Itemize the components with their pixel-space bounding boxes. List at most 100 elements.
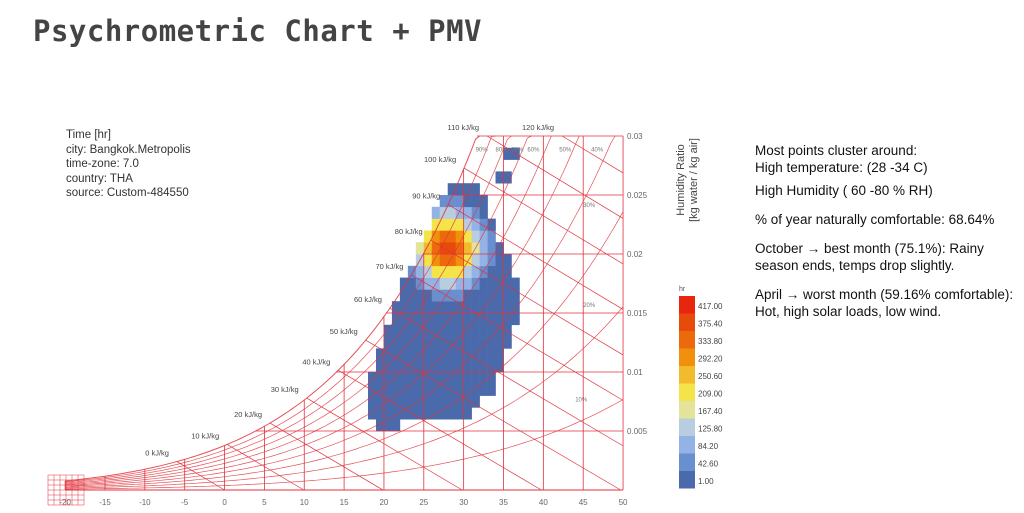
legend-label: 125.80 [698,425,723,434]
x-tick-label: -20 [59,498,71,507]
heatmap-cell [471,218,480,231]
heatmap-cell [375,372,385,385]
best-month: October → best month (75.1%): Rainy seas… [755,241,984,273]
heatmap-cell [407,360,417,373]
heatmap-cell [439,289,449,302]
heatmap-cell [439,218,449,231]
heatmap-cell [447,407,456,420]
heatmap-cell [503,254,512,267]
heatmap-cell [415,372,425,385]
heatmap-cell [511,301,520,314]
y-axis-title: Humidity Ratio[kg water / kg air] [675,138,700,222]
rh-label: 90% [476,147,489,153]
x-tick-label: 20 [379,498,388,507]
rh-label: 50% [559,147,572,153]
heatmap-cell [415,360,425,373]
heatmap-cell [431,383,441,396]
heatmap-cell [455,383,464,396]
saturation-curve [65,135,480,482]
enthalpy-label: 60 kJ/kg [354,295,382,304]
heatmap-cell [463,183,472,196]
x-tick-label: 45 [579,498,588,507]
legend-swatch [679,418,695,436]
enthalpy-line [338,369,542,491]
rh-curve [65,135,580,486]
heatmap-cell [455,395,464,408]
heatmap-cell [431,218,441,231]
heatmap-cell [407,336,417,349]
x-tick-label: -10 [139,498,151,507]
heatmap-cell [471,254,480,267]
heatmap-cell [431,395,441,408]
heatmap-cell [423,372,433,385]
enthalpy-line [227,444,304,491]
heatmap-cell [487,254,496,267]
heatmap-cell [487,313,496,326]
legend-swatch [679,471,695,489]
heatmap-cell [439,254,449,267]
heatmap-cell [407,383,417,396]
heatmap-cell [463,372,472,385]
heatmap-cell [503,324,512,337]
heatmap-cell [495,289,504,302]
heatmap-cell [463,277,472,290]
heatmap-cell [368,372,377,385]
heatmap-cell [463,301,472,314]
heatmap-cell [391,395,401,408]
heatmap-cell [431,348,441,361]
legend-swatch [679,401,695,419]
heatmap-cell [415,289,425,302]
heatmap-cell [463,313,472,326]
heatmap-cell [511,277,520,290]
info-line: city: Bangkok.Metropolis [66,143,191,156]
heatmap-cell [487,242,496,255]
heatmap-cell [439,277,449,290]
heatmap-cell [503,289,512,302]
legend-title: hr [679,286,686,293]
heatmap-cell [447,277,456,290]
heatmap-cell [407,372,417,385]
heatmap-cell [471,230,480,243]
legend-swatch [679,313,695,331]
legend-swatch [679,436,695,454]
heatmap-cell [439,383,449,396]
heatmap-cell [463,242,472,255]
x-tick-label: -15 [99,498,111,507]
heatmap-cell [431,206,441,219]
enthalpy-line [411,274,624,401]
heatmap-cell [447,230,456,243]
heatmap-cell [391,407,401,420]
heatmap-cell [487,324,496,337]
cluster-intro: Most points cluster around: [755,143,918,158]
heatmap-cell [487,301,496,314]
enthalpy-label: 110 kJ/kg [447,123,479,132]
heatmap-cell [479,336,488,349]
y-tick-label: 0.025 [627,191,648,200]
heatmap-cell [383,383,393,396]
heatmap-cell [368,407,377,420]
heatmap-cell [479,313,488,326]
heatmap-cell [463,383,472,396]
chart-info: Time [hr] city: Bangkok.Metropolis time-… [66,128,191,201]
heatmap-cell [399,289,409,302]
legend-swatch [679,296,695,314]
heatmap-cell [479,289,488,302]
legend-label: 209.00 [698,390,723,399]
heatmap-cell [447,301,456,314]
heatmap-cell [423,383,433,396]
heatmap-cell [479,383,488,396]
x-tick-label: 30 [459,498,468,507]
heatmap-cell [439,313,449,326]
enthalpy-label: 90 kJ/kg [412,192,440,201]
heatmap-cell [479,348,488,361]
heatmap-cell [431,254,441,267]
legend-label: 417.00 [698,302,723,311]
heatmap-cell [439,195,449,208]
heatmap-cell [447,206,456,219]
heatmap-cell [503,265,512,278]
heatmap-cell [447,336,456,349]
enthalpy-line [430,239,624,356]
heatmap-cell [479,218,488,231]
heatmap-cell [495,360,504,373]
